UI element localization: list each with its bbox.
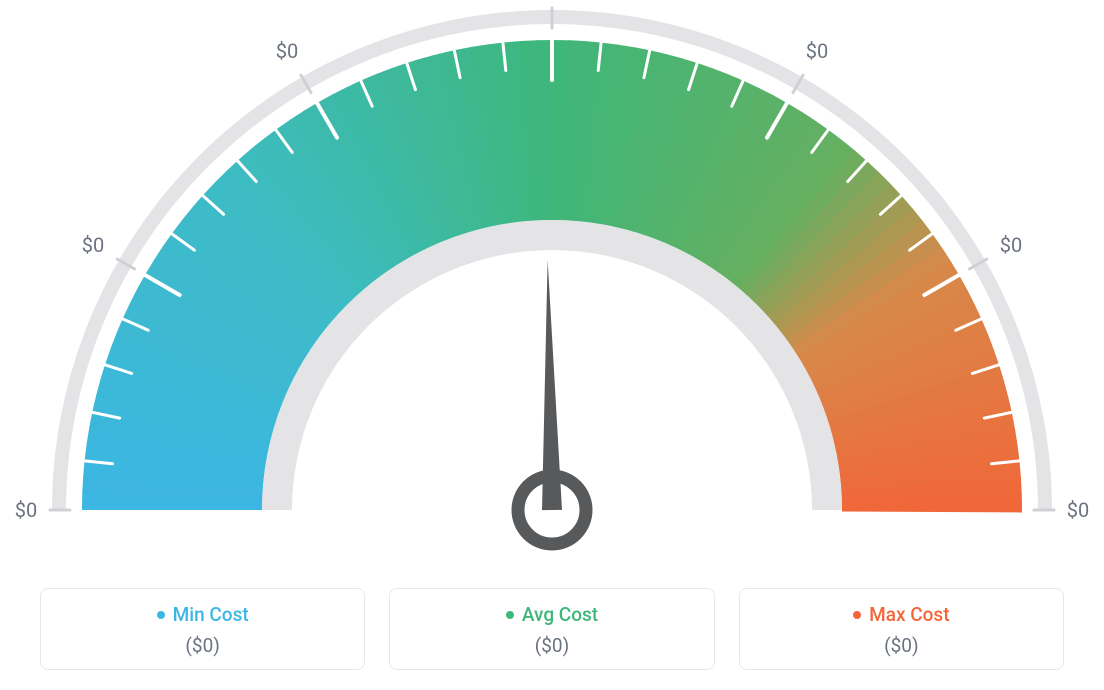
scale-label: $0: [15, 498, 37, 522]
legend-label: Min Cost: [173, 603, 249, 626]
scale-label: $0: [276, 39, 298, 63]
legend-title-min: Min Cost: [157, 603, 249, 626]
legend-row: Min Cost ($0) Avg Cost ($0) Max Cost ($0…: [40, 588, 1064, 670]
scale-label: $0: [82, 233, 104, 257]
legend-title-max: Max Cost: [853, 603, 949, 626]
dot-icon: [506, 611, 514, 619]
legend-value: ($0): [51, 634, 354, 657]
legend-label: Avg Cost: [522, 603, 598, 626]
legend-card-avg: Avg Cost ($0): [389, 588, 714, 670]
scale-label: $0: [1000, 233, 1022, 257]
dot-icon: [157, 611, 165, 619]
legend-label: Max Cost: [869, 603, 949, 626]
dot-icon: [853, 611, 861, 619]
gauge-svg: [0, 0, 1104, 560]
scale-label: $0: [1067, 498, 1089, 522]
legend-value: ($0): [400, 634, 703, 657]
legend-value: ($0): [750, 634, 1053, 657]
gauge-cost-widget: $0$0$0$0$0$0$0 Min Cost ($0) Avg Cost ($…: [0, 0, 1104, 690]
legend-title-avg: Avg Cost: [506, 603, 598, 626]
gauge-chart: $0$0$0$0$0$0$0: [0, 0, 1104, 560]
legend-card-max: Max Cost ($0): [739, 588, 1064, 670]
legend-card-min: Min Cost ($0): [40, 588, 365, 670]
scale-label: $0: [806, 39, 828, 63]
